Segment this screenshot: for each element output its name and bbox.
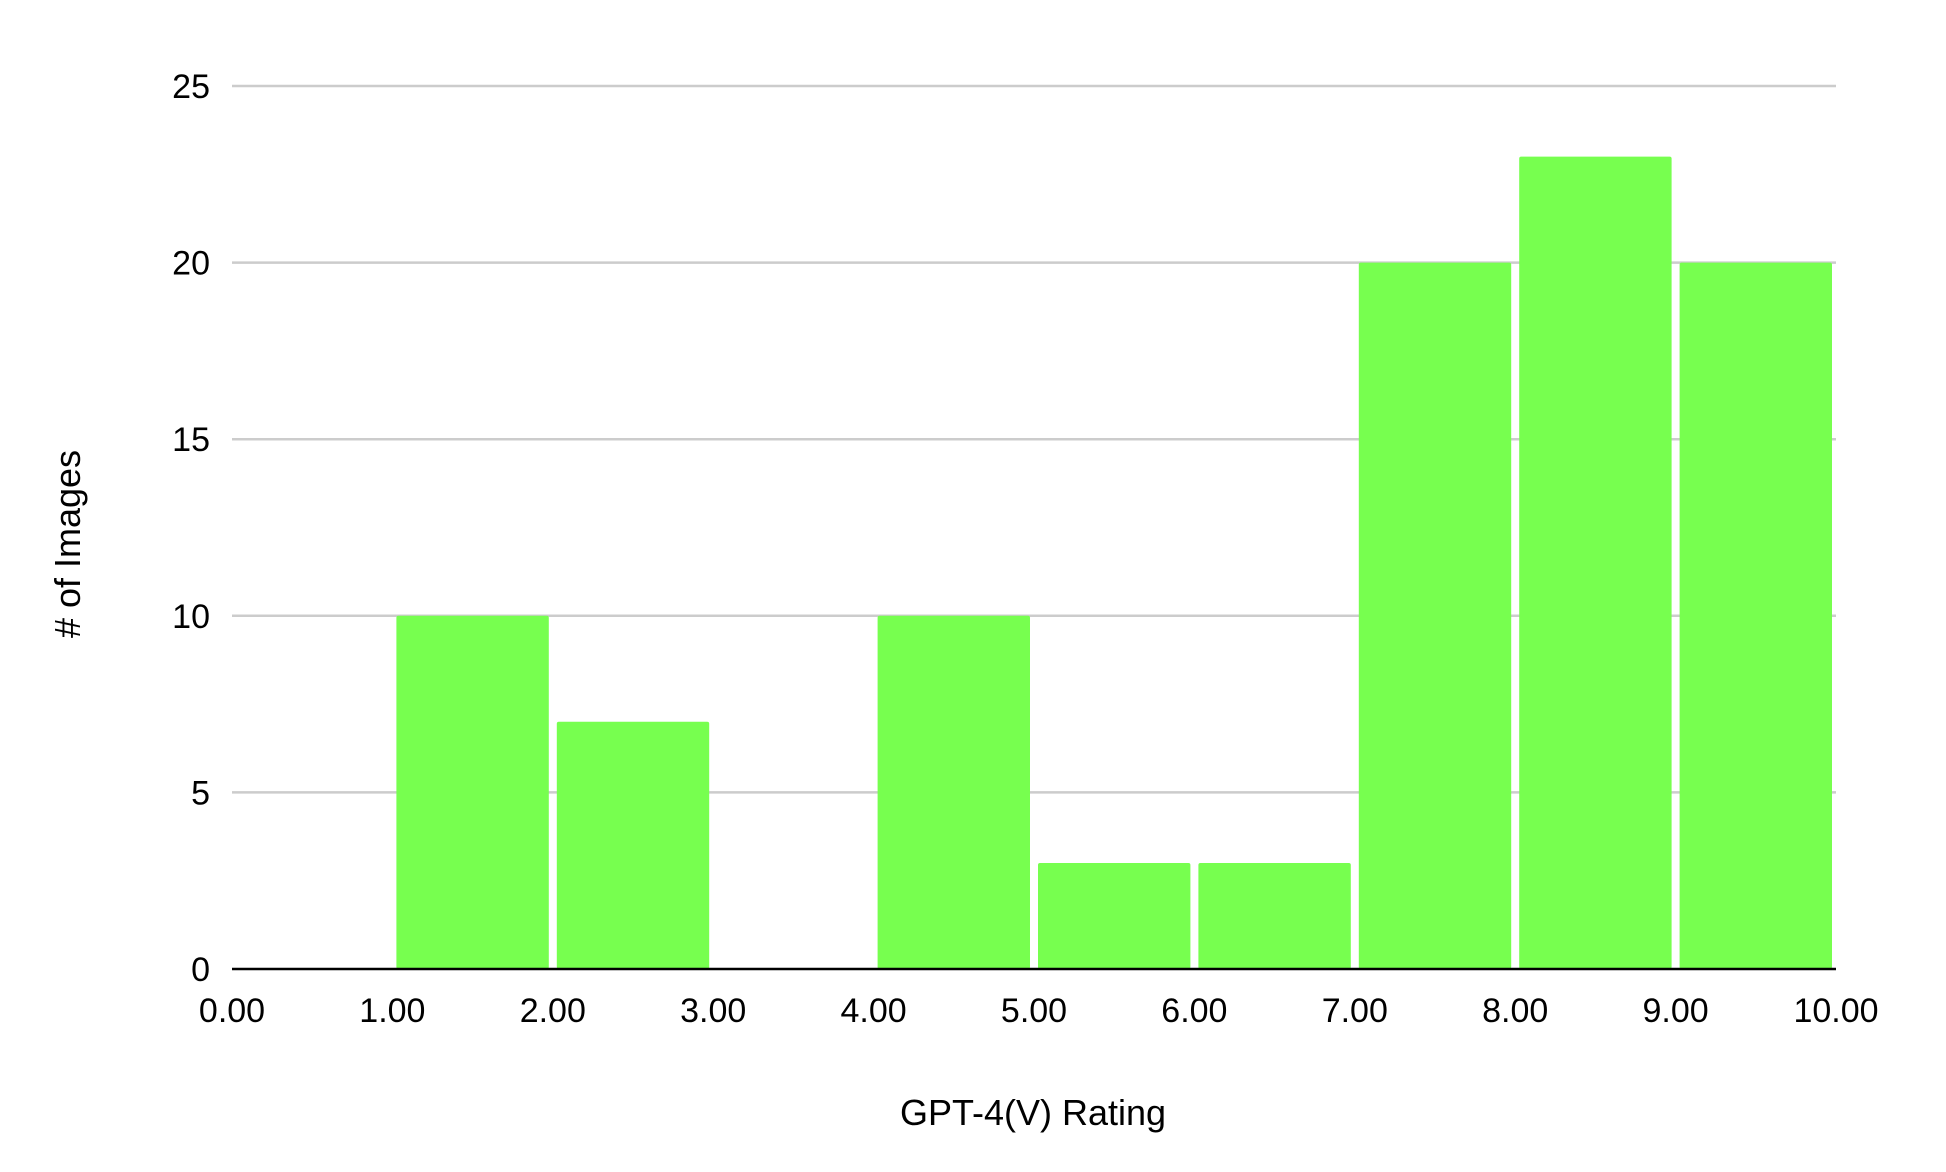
x-tick-label: 0.00: [199, 992, 265, 1030]
y-tick-label: 10: [172, 598, 210, 636]
x-tick-label: 7.00: [1322, 992, 1388, 1030]
x-tick-label: 2.00: [520, 992, 586, 1030]
x-tick-label: 9.00: [1643, 992, 1709, 1030]
x-tick-label: 6.00: [1161, 992, 1227, 1030]
y-tick-label: 25: [172, 68, 210, 106]
x-tick-label: 10.00: [1793, 992, 1878, 1030]
bars: [396, 156, 1832, 970]
x-tick-label: 5.00: [1001, 992, 1067, 1030]
y-tick-label: 5: [191, 774, 210, 812]
bar: [556, 721, 710, 969]
bar: [396, 615, 549, 969]
tick-labels: 0 5 10 15 20 25 0.00 1.00 2.00 3.00 4.00 5.00 6.00 7.…: [172, 68, 1878, 1030]
x-tick-label: 1.00: [359, 992, 425, 1030]
bar: [1038, 863, 1191, 969]
y-tick-label: 15: [172, 421, 210, 459]
x-tick-label: 4.00: [841, 992, 907, 1030]
bar: [1358, 262, 1512, 970]
bar: [1198, 863, 1351, 969]
bar: [1679, 262, 1832, 970]
x-tick-label: 8.00: [1482, 992, 1548, 1030]
y-tick-label: 20: [172, 245, 210, 283]
y-axis-title: # of Images: [47, 450, 88, 638]
x-axis-title: GPT-4(V) Rating: [900, 1092, 1166, 1133]
y-tick-label: 0: [191, 951, 210, 989]
bar: [877, 615, 1030, 969]
bar: [1519, 156, 1672, 969]
x-tick-label: 3.00: [680, 992, 746, 1030]
